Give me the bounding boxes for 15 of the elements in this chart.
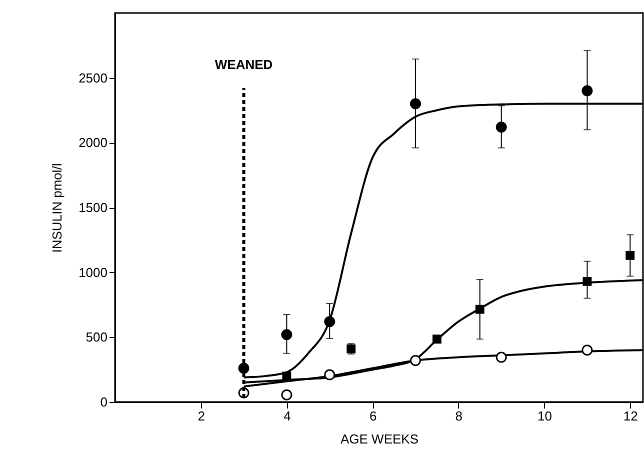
ref-line-label: WEANED [214,57,273,72]
x-axis-title: AGE WEEKS [340,432,419,446]
x-tick-label: 2 [198,408,205,424]
x-tick-label: 4 [284,408,291,424]
x-tick-label: 8 [455,408,463,424]
y-tick-label: 2500 [78,70,108,86]
x-tick-label: 6 [369,408,377,424]
y-tick-label: 1500 [78,200,108,215]
x-tick-label: 10 [538,408,552,424]
y-tick-label: 0 [100,394,108,410]
y-axis-title: INSULIN pmol/l [50,163,65,253]
y-tick-label: 2000 [78,135,108,150]
x-tick-label: 12 [623,408,638,424]
y-tick-label: 500 [86,330,108,345]
y-tick-label: 1000 [78,264,108,280]
